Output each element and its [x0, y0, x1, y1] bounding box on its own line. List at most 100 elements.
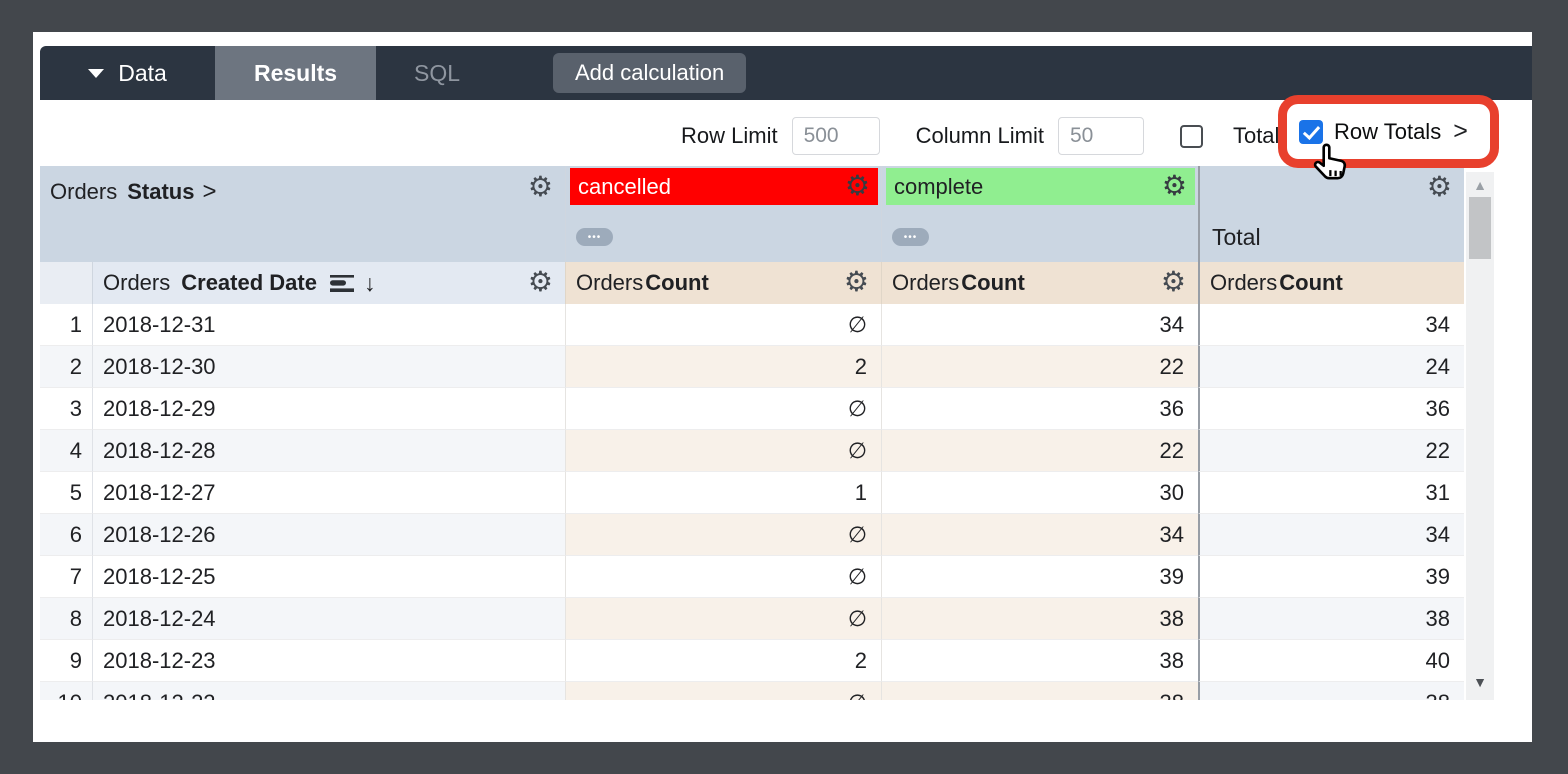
gear-icon[interactable]: ⚙ — [843, 266, 869, 297]
row-limit-input[interactable] — [791, 117, 880, 155]
pivot-col-cancelled: cancelled ⚙ ••• — [565, 166, 881, 262]
gear-icon[interactable]: ⚙ — [1426, 171, 1452, 202]
cancelled-count-cell[interactable]: 2 — [565, 640, 881, 682]
sort-descending-icon[interactable]: ↓ — [363, 269, 376, 296]
totals-checkbox[interactable] — [1179, 124, 1203, 148]
total-count-cell[interactable]: 24 — [1198, 346, 1464, 388]
cancelled-count-cell[interactable]: 1 — [565, 472, 881, 514]
row-number-cell: 6 — [40, 514, 92, 556]
table-row[interactable]: 10 2018-12-22 ∅ 38 38 — [40, 682, 1464, 700]
date-cell[interactable]: 2018-12-22 — [92, 682, 565, 700]
cancelled-count-cell[interactable]: ∅ — [565, 514, 881, 556]
table-row[interactable]: 7 2018-12-25 ∅ 39 39 — [40, 556, 1464, 598]
table-row[interactable]: 4 2018-12-28 ∅ 22 22 — [40, 430, 1464, 472]
pivot-col-total: ⚙ Total — [1198, 166, 1464, 262]
measure-header-cancelled[interactable]: Orders Count ⚙ — [565, 262, 881, 304]
pivot-field-header[interactable]: Orders Status > ⚙ — [40, 166, 565, 262]
total-count-cell[interactable]: 22 — [1198, 430, 1464, 472]
column-limit-input[interactable] — [1057, 117, 1144, 155]
date-granularity-icon[interactable] — [329, 274, 355, 293]
measure-header-complete[interactable]: Orders Count ⚙ — [881, 262, 1198, 304]
row-number-header — [40, 262, 92, 304]
table-row[interactable]: 2 2018-12-30 2 22 24 — [40, 346, 1464, 388]
add-calculation-button[interactable]: Add calculation — [553, 53, 747, 93]
row-number-cell: 9 — [40, 640, 92, 682]
gear-icon[interactable]: ⚙ — [844, 170, 870, 201]
table-row[interactable]: 3 2018-12-29 ∅ 36 36 — [40, 388, 1464, 430]
row-number-cell: 7 — [40, 556, 92, 598]
cancelled-count-cell[interactable]: 2 — [565, 346, 881, 388]
date-cell[interactable]: 2018-12-25 — [92, 556, 565, 598]
ellipsis-menu-button[interactable]: ••• — [576, 228, 613, 246]
complete-count-cell[interactable]: 34 — [881, 514, 1198, 556]
total-count-cell[interactable]: 31 — [1198, 472, 1464, 514]
measure-view: Orders — [576, 270, 644, 295]
gear-icon[interactable]: ⚙ — [527, 171, 553, 202]
complete-count-cell[interactable]: 39 — [881, 556, 1198, 598]
measure-view: Orders — [892, 270, 960, 295]
cancelled-count-cell[interactable]: ∅ — [565, 430, 881, 472]
cancelled-count-cell[interactable]: ∅ — [565, 556, 881, 598]
pivot-header-band: Orders Status > ⚙ cancelled ⚙ ••• comple… — [40, 166, 1464, 262]
pivot-value-chip[interactable]: complete ⚙ — [886, 168, 1195, 205]
date-cell[interactable]: 2018-12-26 — [92, 514, 565, 556]
scroll-up-icon[interactable]: ▲ — [1473, 177, 1487, 193]
total-count-cell[interactable]: 39 — [1198, 556, 1464, 598]
cancelled-count-cell[interactable]: ∅ — [565, 304, 881, 346]
vertical-scrollbar[interactable]: ▲ ▼ — [1466, 172, 1494, 700]
gear-icon[interactable]: ⚙ — [1161, 170, 1187, 201]
complete-count-cell[interactable]: 22 — [881, 346, 1198, 388]
table-row[interactable]: 1 2018-12-31 ∅ 34 34 — [40, 304, 1464, 346]
chevron-right-icon: > — [1453, 117, 1468, 145]
date-cell[interactable]: 2018-12-29 — [92, 388, 565, 430]
measure-header-total[interactable]: Orders Count — [1198, 262, 1464, 304]
table-row[interactable]: 9 2018-12-23 2 38 40 — [40, 640, 1464, 682]
complete-count-cell[interactable]: 36 — [881, 388, 1198, 430]
gear-icon[interactable]: ⚙ — [527, 266, 553, 297]
row-number-cell: 5 — [40, 472, 92, 514]
pivot-value-label: cancelled — [578, 173, 671, 199]
row-number-cell: 1 — [40, 304, 92, 346]
cancelled-count-cell[interactable]: ∅ — [565, 598, 881, 640]
complete-count-cell[interactable]: 30 — [881, 472, 1198, 514]
results-table: Orders Status > ⚙ cancelled ⚙ ••• comple… — [40, 166, 1464, 700]
row-number-cell: 2 — [40, 346, 92, 388]
table-row[interactable]: 6 2018-12-26 ∅ 34 34 — [40, 514, 1464, 556]
pivot-field-name: Status — [127, 179, 195, 204]
data-label: Data — [118, 59, 167, 86]
pivot-value-chip[interactable]: cancelled ⚙ — [570, 168, 878, 205]
complete-count-cell[interactable]: 22 — [881, 430, 1198, 472]
total-count-cell[interactable]: 38 — [1198, 598, 1464, 640]
chevron-right-icon: > — [202, 178, 217, 205]
total-count-cell[interactable]: 36 — [1198, 388, 1464, 430]
table-row[interactable]: 8 2018-12-24 ∅ 38 38 — [40, 598, 1464, 640]
complete-count-cell[interactable]: 38 — [881, 682, 1198, 700]
total-count-cell[interactable]: 40 — [1198, 640, 1464, 682]
total-count-cell[interactable]: 34 — [1198, 514, 1464, 556]
scroll-down-icon[interactable]: ▼ — [1473, 674, 1487, 690]
date-cell[interactable]: 2018-12-28 — [92, 430, 565, 472]
measure-name: Count — [961, 270, 1025, 295]
data-section-toggle[interactable]: Data — [40, 46, 215, 100]
date-cell[interactable]: 2018-12-24 — [92, 598, 565, 640]
tab-results[interactable]: Results — [215, 46, 376, 100]
total-count-cell[interactable]: 34 — [1198, 304, 1464, 346]
cancelled-count-cell[interactable]: ∅ — [565, 682, 881, 700]
scrollbar-thumb[interactable] — [1469, 197, 1491, 259]
date-cell[interactable]: 2018-12-30 — [92, 346, 565, 388]
complete-count-cell[interactable]: 38 — [881, 598, 1198, 640]
row-number-cell: 10 — [40, 682, 92, 700]
row-totals-checkbox[interactable] — [1299, 119, 1323, 144]
gear-icon[interactable]: ⚙ — [1160, 266, 1186, 297]
table-row[interactable]: 5 2018-12-27 1 30 31 — [40, 472, 1464, 514]
date-cell[interactable]: 2018-12-31 — [92, 304, 565, 346]
tab-sql[interactable]: SQL — [413, 59, 461, 86]
date-cell[interactable]: 2018-12-27 — [92, 472, 565, 514]
total-count-cell[interactable]: 38 — [1198, 682, 1464, 700]
cancelled-count-cell[interactable]: ∅ — [565, 388, 881, 430]
date-cell[interactable]: 2018-12-23 — [92, 640, 565, 682]
ellipsis-menu-button[interactable]: ••• — [892, 228, 929, 246]
dimension-header[interactable]: Orders Created Date ↓ ⚙ — [92, 262, 565, 304]
complete-count-cell[interactable]: 34 — [881, 304, 1198, 346]
complete-count-cell[interactable]: 38 — [881, 640, 1198, 682]
